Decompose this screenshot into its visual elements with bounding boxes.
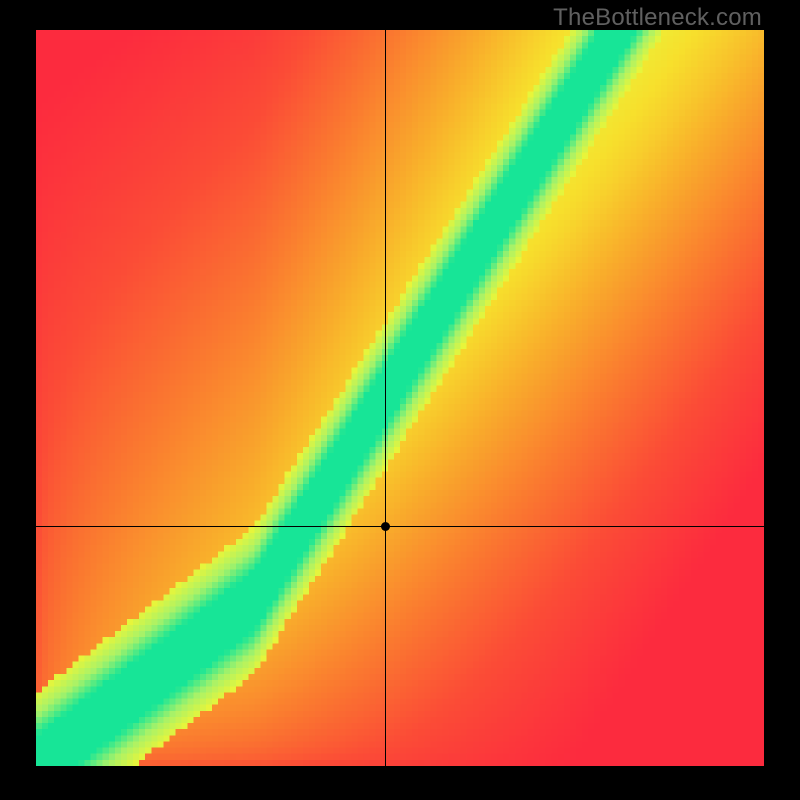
crosshair-vertical bbox=[385, 30, 386, 766]
crosshair-horizontal bbox=[36, 526, 764, 527]
heatmap-canvas bbox=[36, 30, 764, 766]
watermark-text: TheBottleneck.com bbox=[553, 4, 762, 32]
chart-container: TheBottleneck.com bbox=[0, 0, 800, 800]
heatmap-plot-area bbox=[36, 30, 764, 766]
